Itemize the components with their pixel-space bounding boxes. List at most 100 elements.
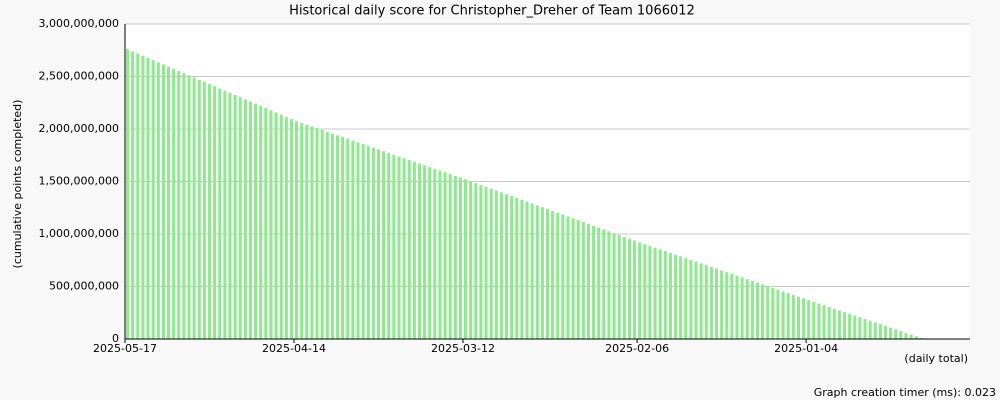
bar bbox=[274, 112, 278, 339]
bar bbox=[172, 68, 176, 340]
bar bbox=[617, 234, 621, 339]
bar bbox=[248, 101, 253, 340]
bar bbox=[202, 81, 206, 339]
bar bbox=[499, 192, 503, 339]
bar bbox=[177, 71, 181, 339]
bar bbox=[663, 251, 667, 339]
bar bbox=[648, 245, 652, 339]
bar bbox=[894, 329, 898, 339]
bar bbox=[371, 147, 375, 339]
y-tick-label: 0 bbox=[112, 332, 119, 345]
x-tick-label: 2025-02-06 bbox=[605, 342, 669, 355]
y-tick-label: 2,000,000,000 bbox=[39, 122, 119, 135]
bar bbox=[494, 190, 498, 339]
bar bbox=[581, 222, 585, 339]
bar bbox=[141, 55, 145, 340]
bar bbox=[146, 57, 150, 339]
bar bbox=[883, 325, 888, 339]
bar bbox=[284, 116, 288, 339]
bar bbox=[366, 145, 370, 339]
bar bbox=[238, 97, 242, 339]
bar bbox=[535, 205, 539, 339]
bar bbox=[305, 124, 309, 339]
bar bbox=[791, 294, 795, 339]
bar bbox=[458, 177, 462, 339]
bar bbox=[479, 184, 483, 339]
bar bbox=[412, 161, 416, 339]
bar bbox=[484, 186, 488, 339]
bar bbox=[919, 337, 923, 339]
bar bbox=[448, 174, 452, 339]
bar bbox=[689, 259, 693, 339]
bar bbox=[561, 214, 565, 339]
bar bbox=[735, 275, 739, 339]
bar bbox=[207, 84, 212, 339]
bar bbox=[392, 154, 396, 339]
y-axis-label: (cumulative points completed) bbox=[11, 100, 24, 269]
bar bbox=[842, 312, 847, 339]
bar bbox=[776, 289, 780, 339]
x-tick-label: 2025-04-14 bbox=[262, 342, 326, 355]
bar bbox=[161, 64, 165, 340]
bar bbox=[218, 88, 222, 339]
bar bbox=[694, 261, 698, 339]
bar bbox=[827, 306, 831, 339]
bar bbox=[725, 272, 729, 339]
bar bbox=[750, 280, 754, 339]
bar bbox=[387, 152, 391, 339]
y-tick-label: 3,000,000,000 bbox=[39, 17, 119, 30]
bar bbox=[131, 51, 135, 339]
bar bbox=[720, 270, 724, 339]
bar bbox=[315, 128, 319, 339]
bar bbox=[504, 194, 509, 339]
bar bbox=[817, 303, 821, 339]
bar bbox=[397, 156, 401, 339]
x-tick-label: 2025-01-04 bbox=[774, 342, 838, 355]
bar bbox=[889, 327, 893, 339]
bar bbox=[351, 140, 355, 339]
bar bbox=[474, 183, 478, 339]
chart-title: Historical daily score for Christopher_D… bbox=[289, 4, 695, 19]
bar bbox=[376, 149, 381, 339]
bar bbox=[182, 73, 186, 339]
bar bbox=[356, 142, 360, 339]
bar bbox=[863, 319, 867, 339]
bar bbox=[868, 320, 872, 339]
bar bbox=[740, 277, 744, 339]
bar bbox=[904, 332, 908, 339]
bar bbox=[325, 131, 329, 339]
bar bbox=[156, 62, 160, 339]
bar bbox=[858, 317, 862, 339]
bar bbox=[540, 207, 544, 339]
bar bbox=[525, 201, 529, 339]
bar bbox=[709, 266, 713, 339]
bar bbox=[837, 310, 841, 339]
bar bbox=[807, 300, 811, 339]
footer: Graph creation timer (ms): 0.023 bbox=[814, 386, 996, 399]
bar bbox=[745, 279, 749, 339]
bar bbox=[699, 263, 703, 339]
bar bbox=[853, 315, 857, 339]
bar bbox=[643, 244, 647, 339]
bar bbox=[592, 225, 596, 339]
bar bbox=[633, 240, 637, 339]
bar bbox=[341, 136, 345, 339]
bar bbox=[510, 196, 514, 339]
bar bbox=[530, 203, 534, 339]
bar bbox=[289, 118, 293, 339]
bar bbox=[213, 86, 217, 339]
bar bbox=[300, 122, 304, 339]
bar bbox=[627, 238, 631, 339]
bar bbox=[320, 129, 324, 339]
bar bbox=[607, 231, 611, 339]
bar bbox=[576, 220, 580, 339]
bar bbox=[622, 236, 626, 339]
bar bbox=[335, 135, 340, 339]
bar bbox=[136, 53, 140, 340]
bar bbox=[761, 284, 765, 339]
y-tick-label: 2,500,000,000 bbox=[39, 70, 119, 83]
bar bbox=[771, 287, 775, 339]
bar bbox=[166, 66, 171, 339]
bar bbox=[279, 114, 283, 340]
bar bbox=[766, 286, 770, 339]
